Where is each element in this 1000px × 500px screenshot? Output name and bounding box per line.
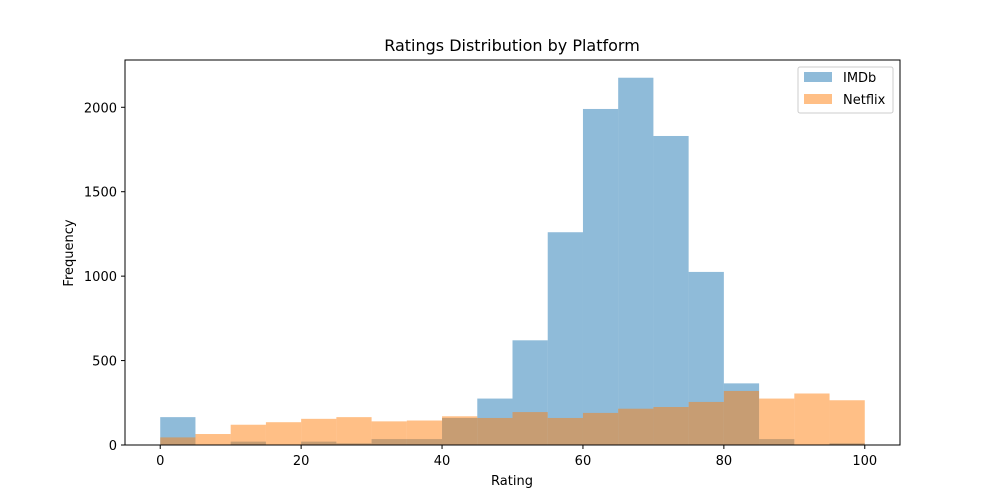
bar-imdb-14: [653, 135, 689, 445]
bar-netflix-2: [230, 424, 266, 445]
y-tick-label-1000: 1000: [84, 270, 117, 285]
bars-layer: [160, 77, 865, 446]
x-tick-label-0: 0: [156, 454, 164, 469]
y-tick-label-1500: 1500: [84, 186, 117, 201]
bar-imdb-11: [547, 232, 583, 445]
y-tick-label-0: 0: [109, 439, 117, 454]
x-tick-label-60: 60: [575, 454, 592, 469]
plot-frame: [124, 59, 901, 446]
bar-netflix-9: [477, 417, 513, 445]
bar-netflix-12: [582, 412, 619, 445]
chart-title: Ratings Distribution by Platform: [384, 36, 640, 55]
legend-label-imdb: IMDb: [843, 71, 876, 86]
bar-netflix-10: [512, 412, 548, 445]
legend-swatch-netflix: [804, 94, 832, 104]
bar-netflix-1: [195, 434, 231, 445]
bar-netflix-5: [336, 417, 372, 445]
bar-netflix-13: [618, 408, 654, 445]
x-tick-label-80: 80: [716, 454, 733, 469]
bar-netflix-7: [406, 420, 443, 445]
bar-netflix-19: [829, 400, 865, 445]
x-tick-label-20: 20: [293, 454, 310, 469]
y-axis: 0 500 1000 1500 2000: [84, 101, 125, 454]
x-tick-label-40: 40: [434, 454, 451, 469]
x-axis: 0 20 40 60 80 100: [156, 445, 877, 469]
bar-netflix-8: [442, 416, 478, 445]
bar-netflix-17: [759, 398, 795, 445]
legend: IMDb Netflix: [797, 66, 894, 114]
y-tick-label-2000: 2000: [84, 101, 117, 116]
bar-netflix-3: [265, 422, 302, 445]
y-axis-label: Frequency: [62, 219, 77, 286]
bar-imdb-12: [582, 108, 619, 445]
y-tick-label-500: 500: [92, 355, 117, 370]
bar-netflix-15: [688, 401, 724, 445]
bar-netflix-14: [653, 407, 689, 445]
bar-netflix-18: [794, 393, 830, 445]
bar-netflix-6: [371, 421, 407, 445]
legend-label-netflix: Netflix: [843, 93, 886, 108]
bar-netflix-16: [723, 390, 760, 445]
bar-netflix-0: [160, 437, 196, 445]
bar-netflix-11: [547, 417, 583, 445]
bar-netflix-4: [301, 418, 337, 445]
bar-imdb-13: [618, 77, 654, 446]
x-axis-label: Rating: [491, 474, 533, 489]
legend-swatch-imdb: [804, 72, 832, 82]
x-tick-label-100: 100: [852, 454, 877, 469]
